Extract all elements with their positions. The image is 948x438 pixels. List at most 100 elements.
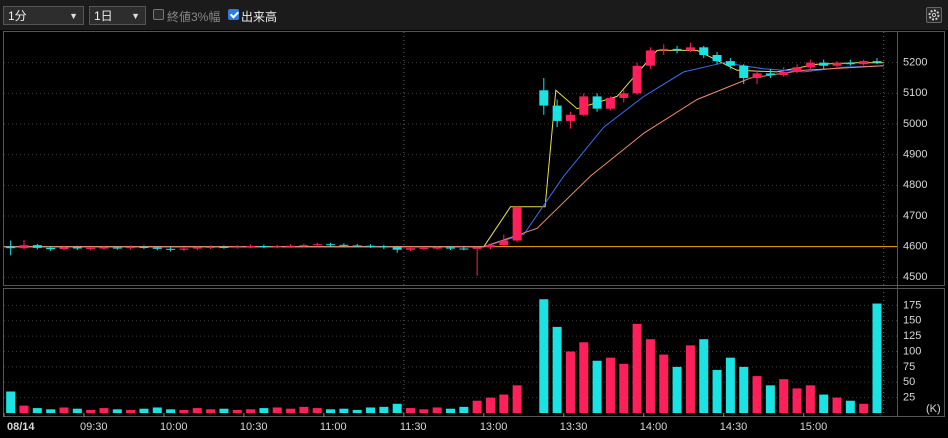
volume-bar (672, 366, 682, 413)
volume-bar (446, 408, 455, 413)
candle-body (499, 240, 509, 246)
volume-bar (485, 397, 495, 413)
checkbox-label: 終値3%幅 (167, 10, 221, 24)
candle-body (539, 90, 549, 106)
candle-body (685, 47, 695, 51)
y-tick-label: 5000 (903, 118, 927, 130)
candle-body (299, 245, 309, 247)
candle-body (446, 247, 455, 249)
candle-body (752, 73, 762, 78)
volume-bar (712, 369, 722, 413)
candle-body (406, 248, 416, 250)
volume-bar (432, 407, 442, 413)
checkbox[interactable] (228, 9, 239, 20)
checkbox-label: 出来高 (241, 10, 278, 24)
volume-bar (872, 303, 882, 413)
volume-bar (406, 408, 416, 413)
volume-bar (752, 376, 762, 413)
candle-body (379, 246, 389, 248)
dropdown-arrow: ▼ (131, 11, 140, 21)
volume-bar (539, 299, 549, 413)
volume-bar (832, 397, 842, 413)
gear-icon (928, 9, 940, 21)
volume-bar (685, 345, 695, 413)
volume-bar (552, 326, 562, 413)
candle-body (326, 244, 336, 246)
candle-body (845, 62, 855, 65)
volume-bar (192, 408, 202, 413)
y-tick-label: 100 (903, 345, 921, 357)
candle-body (166, 248, 176, 250)
volume-bar (352, 409, 362, 413)
volume-bar (232, 409, 242, 413)
volume-bar (286, 408, 296, 413)
y-tick-label: 75 (903, 361, 915, 373)
volume-bar (659, 354, 669, 413)
volume-bar (72, 408, 82, 413)
volume-bar (6, 391, 16, 413)
x-tick-label: 10:00 (160, 421, 188, 433)
candle-body (206, 246, 216, 248)
volume-bar (779, 379, 789, 413)
volume-bar (739, 366, 749, 413)
volume-bar (259, 408, 269, 413)
candle-body (819, 62, 829, 66)
candle-body (619, 93, 629, 98)
candle-body (112, 247, 122, 249)
volume-bar (339, 408, 349, 413)
candle-body (792, 67, 802, 72)
candle-body (32, 245, 42, 248)
volume-bar (46, 409, 56, 413)
dropdown-arrow: ▼ (69, 11, 78, 21)
candle-body (246, 246, 256, 248)
candle-body (19, 245, 29, 249)
candle-body (779, 71, 789, 75)
volume-bar (126, 409, 136, 413)
volume-bar (725, 357, 735, 413)
volume-bar (819, 394, 829, 413)
volume-bar (459, 406, 469, 413)
candle-body (659, 48, 669, 51)
candle-body (712, 55, 722, 62)
candle-body (632, 65, 642, 94)
volume-bar (512, 385, 522, 413)
y-tick-label: 175 (903, 299, 921, 311)
candle-body (579, 96, 589, 115)
volume-bar (219, 408, 229, 413)
volume-bar (139, 408, 149, 413)
candle-body (232, 246, 242, 248)
candle-body (605, 97, 615, 109)
candle-body (192, 247, 202, 249)
volume-bar (32, 408, 42, 413)
x-tick-label: 09:30 (80, 421, 108, 433)
settings-button[interactable] (926, 7, 942, 23)
volume-bar (99, 408, 109, 413)
volume-bar (59, 407, 69, 413)
x-tick-label: 15:00 (800, 421, 828, 433)
volume-bar (605, 357, 615, 413)
candle-body (672, 48, 682, 51)
volume-bar (805, 385, 815, 413)
candle-body (59, 247, 69, 250)
volume-bar (179, 409, 189, 413)
candle-body (472, 247, 482, 249)
checkbox[interactable] (153, 9, 164, 20)
candle-body (179, 248, 189, 250)
volume-bar (565, 351, 575, 413)
unit-label: (K) (926, 403, 941, 415)
y-tick-label: 5200 (903, 57, 927, 69)
y-tick-label: 50 (903, 376, 915, 388)
candle-body (419, 247, 429, 249)
range-select[interactable]: 1日 ▼ (89, 6, 146, 25)
volume-bar (272, 407, 282, 413)
candle-body (765, 73, 775, 75)
volume-bar (112, 409, 122, 413)
interval-select[interactable]: 1分 ▼ (3, 6, 84, 25)
candle-body (72, 247, 82, 249)
x-tick-label: 13:30 (560, 421, 588, 433)
candle-body (139, 246, 149, 248)
y-tick-label: 4800 (903, 179, 927, 191)
candle-body (286, 245, 296, 247)
volume-bar (859, 403, 869, 413)
